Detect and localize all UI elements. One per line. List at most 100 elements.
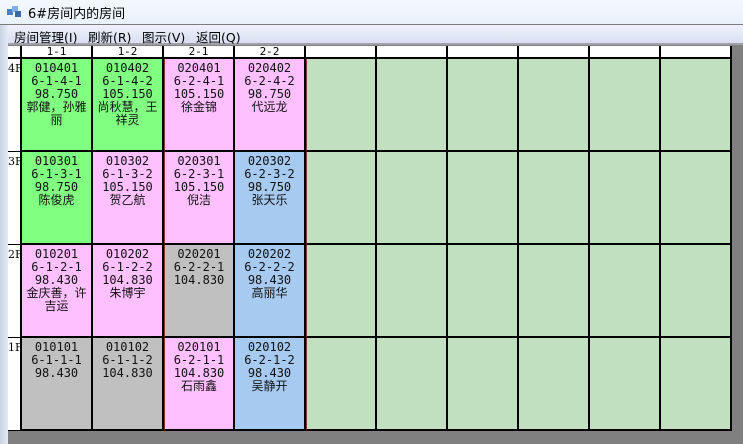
room-area: 98.430 bbox=[34, 273, 79, 287]
room-code: 010302 bbox=[105, 154, 150, 168]
room-cell[interactable]: 020301 6-2-3-1 105.150 倪洁 bbox=[164, 152, 235, 245]
room-unit: 6-1-2-2 bbox=[102, 260, 153, 274]
room-unit: 6-1-3-2 bbox=[102, 167, 153, 181]
room-area: 105.150 bbox=[102, 180, 153, 194]
room-area: 98.750 bbox=[247, 87, 292, 101]
room-code: 010401 bbox=[34, 61, 79, 75]
room-cell[interactable]: 010401 6-1-4-1 98.750 郭健，孙雅丽 bbox=[22, 59, 93, 152]
room-cell[interactable]: 010101 6-1-1-1 98.430 bbox=[22, 338, 93, 431]
room-unit: 6-2-3-1 bbox=[173, 167, 225, 181]
room-cell[interactable]: 020101 6-2-1-1 104.830 石雨鑫 bbox=[164, 338, 235, 431]
room-cell[interactable]: 010402 6-1-4-2 105.150 尚秋慧，王祥灵 bbox=[93, 59, 164, 152]
room-cell[interactable]: 010202 6-1-2-2 104.830 朱博宇 bbox=[93, 245, 164, 338]
room-cell[interactable]: 010301 6-1-3-1 98.750 陈俊虎 bbox=[22, 152, 93, 245]
room-cell[interactable]: 020302 6-2-3-2 98.750 张天乐 bbox=[235, 152, 306, 245]
room-area: 105.150 bbox=[173, 180, 225, 194]
column-header bbox=[519, 46, 590, 59]
room-cell[interactable]: 020402 6-2-4-2 98.750 代远龙 bbox=[235, 59, 306, 152]
room-cell[interactable]: 010102 6-1-1-2 104.830 bbox=[93, 338, 164, 431]
empty-cell[interactable] bbox=[661, 152, 732, 245]
room-area: 104.830 bbox=[173, 273, 225, 287]
empty-cell[interactable] bbox=[519, 338, 590, 431]
floor-label: 2F bbox=[8, 245, 22, 338]
empty-cell[interactable] bbox=[377, 59, 448, 152]
room-area: 98.750 bbox=[34, 180, 79, 194]
empty-cell[interactable] bbox=[448, 245, 519, 338]
room-code: 020402 bbox=[247, 61, 292, 75]
room-names: 陈俊虎 bbox=[38, 193, 75, 207]
empty-cell[interactable] bbox=[448, 338, 519, 431]
room-area: 98.430 bbox=[34, 366, 79, 380]
menu-room-management[interactable]: 房间管理(I) bbox=[14, 30, 78, 45]
room-unit: 6-2-1-1 bbox=[173, 353, 225, 367]
empty-cell[interactable] bbox=[661, 59, 732, 152]
room-code: 010101 bbox=[34, 340, 79, 354]
room-unit: 6-2-4-1 bbox=[173, 74, 225, 88]
empty-cell[interactable] bbox=[448, 59, 519, 152]
menu-return[interactable]: 返回(Q) bbox=[196, 30, 241, 45]
room-area: 98.430 bbox=[247, 366, 292, 380]
menu-refresh[interactable]: 刷新(R) bbox=[88, 30, 132, 45]
empty-cell[interactable] bbox=[661, 245, 732, 338]
menu-legend[interactable]: 图示(V) bbox=[142, 30, 186, 45]
room-code: 020202 bbox=[247, 247, 292, 261]
room-names: 石雨鑫 bbox=[180, 379, 217, 393]
empty-cell[interactable] bbox=[519, 245, 590, 338]
empty-cell[interactable] bbox=[590, 152, 661, 245]
room-unit: 6-2-2-2 bbox=[244, 260, 295, 274]
empty-cell[interactable] bbox=[519, 152, 590, 245]
corner-header bbox=[8, 46, 22, 59]
room-names: 高丽华 bbox=[251, 286, 288, 300]
room-area: 104.830 bbox=[102, 366, 153, 380]
room-unit: 6-1-4-2 bbox=[102, 74, 153, 88]
room-unit: 6-1-3-1 bbox=[31, 167, 82, 181]
room-unit: 6-2-4-2 bbox=[244, 74, 295, 88]
menu-bar: 房间管理(I) 刷新(R) 图示(V) 返回(Q) bbox=[8, 25, 743, 45]
room-code: 010402 bbox=[105, 61, 150, 75]
room-unit: 6-2-3-2 bbox=[244, 167, 295, 181]
room-cell[interactable]: 020201 6-2-2-1 104.830 bbox=[164, 245, 235, 338]
app-icon bbox=[7, 6, 21, 17]
room-code: 020101 bbox=[177, 340, 221, 354]
room-code: 020301 bbox=[177, 154, 221, 168]
room-cell[interactable]: 020401 6-2-4-1 105.150 徐金锦 bbox=[164, 59, 235, 152]
empty-cell[interactable] bbox=[377, 245, 448, 338]
empty-cell[interactable] bbox=[306, 59, 377, 152]
empty-cell[interactable] bbox=[377, 152, 448, 245]
room-cell[interactable]: 020102 6-2-1-2 98.430 吴静开 bbox=[235, 338, 306, 431]
room-names: 朱博宇 bbox=[109, 286, 146, 300]
empty-cell[interactable] bbox=[590, 245, 661, 338]
empty-cell[interactable] bbox=[519, 59, 590, 152]
room-code: 020401 bbox=[177, 61, 221, 75]
room-code: 010102 bbox=[105, 340, 150, 354]
column-header bbox=[590, 46, 661, 59]
empty-cell[interactable] bbox=[448, 152, 519, 245]
column-header bbox=[306, 46, 377, 59]
window-title: 6#房间内的房间 bbox=[28, 7, 126, 22]
room-cell[interactable]: 010201 6-1-2-1 98.430 金庆善，许吉运 bbox=[22, 245, 93, 338]
empty-cell[interactable] bbox=[590, 338, 661, 431]
room-unit: 6-2-1-2 bbox=[244, 353, 295, 367]
empty-cell[interactable] bbox=[590, 59, 661, 152]
empty-cell[interactable] bbox=[377, 338, 448, 431]
room-names: 金庆善，许吉运 bbox=[26, 286, 87, 313]
empty-cell[interactable] bbox=[306, 338, 377, 431]
empty-cell[interactable] bbox=[306, 245, 377, 338]
room-code: 010201 bbox=[34, 247, 79, 261]
empty-cell[interactable] bbox=[306, 152, 377, 245]
room-cell[interactable]: 020202 6-2-2-2 98.430 高丽华 bbox=[235, 245, 306, 338]
column-header: 2-1 bbox=[164, 46, 235, 59]
room-names: 徐金锦 bbox=[180, 100, 217, 114]
empty-cell[interactable] bbox=[661, 338, 732, 431]
room-unit: 6-1-2-1 bbox=[31, 260, 82, 274]
room-names: 代远龙 bbox=[251, 100, 288, 114]
floor-label: 1F bbox=[8, 338, 22, 431]
room-code: 020102 bbox=[247, 340, 292, 354]
column-header bbox=[661, 46, 732, 59]
room-area: 105.150 bbox=[102, 87, 153, 101]
room-unit: 6-1-4-1 bbox=[31, 74, 82, 88]
room-code: 020201 bbox=[177, 247, 221, 261]
room-area: 98.430 bbox=[247, 273, 292, 287]
room-cell[interactable]: 010302 6-1-3-2 105.150 贺乙航 bbox=[93, 152, 164, 245]
room-unit: 6-2-2-1 bbox=[173, 260, 225, 274]
